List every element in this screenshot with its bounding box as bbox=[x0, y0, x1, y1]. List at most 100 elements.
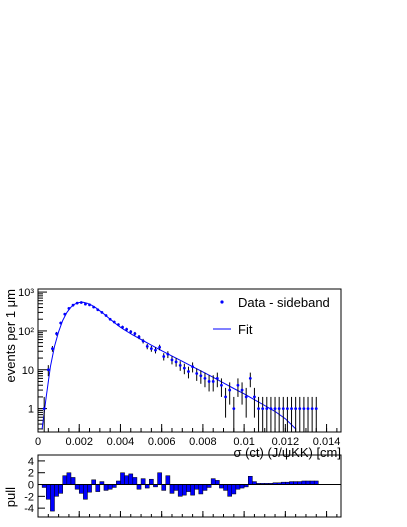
data-point bbox=[71, 303, 75, 307]
pull-bar bbox=[54, 484, 59, 497]
data-point bbox=[220, 383, 223, 387]
data-point bbox=[310, 407, 314, 411]
data-point bbox=[116, 323, 120, 327]
pull-bar bbox=[223, 484, 228, 491]
data-point bbox=[112, 320, 116, 324]
pull-bar bbox=[215, 480, 220, 485]
x-tick-label: 0.01 bbox=[233, 436, 254, 448]
pull-bar bbox=[177, 484, 183, 497]
pull-bar bbox=[149, 478, 154, 485]
pull-bar bbox=[182, 484, 187, 496]
pull-bar bbox=[132, 477, 138, 485]
data-point bbox=[290, 407, 293, 411]
y-axis-title: events per 1 μm bbox=[3, 289, 18, 382]
data-point bbox=[84, 302, 87, 306]
pull-y-tick-label: 2 bbox=[28, 468, 34, 480]
data-point bbox=[46, 368, 50, 372]
data-point bbox=[79, 301, 83, 304]
pull-bar bbox=[87, 484, 92, 493]
data-point bbox=[294, 407, 298, 411]
data-point bbox=[228, 388, 232, 392]
legend-label-data: Data - sideband bbox=[238, 295, 330, 310]
data-point bbox=[108, 317, 112, 321]
pull-bar bbox=[210, 478, 216, 485]
data-point bbox=[133, 332, 137, 336]
data-point bbox=[145, 344, 149, 348]
pull-bar bbox=[95, 484, 101, 492]
data-point bbox=[302, 407, 306, 411]
x-tick-label: 0 bbox=[35, 436, 41, 448]
legend-label-fit: Fit bbox=[238, 322, 253, 337]
pull-bar bbox=[161, 484, 167, 491]
data-point bbox=[121, 325, 124, 329]
x-tick-label: 0.004 bbox=[107, 436, 135, 448]
x-axis-title: σ (ct) (J/ψKK) [cm] bbox=[233, 445, 341, 460]
pull-y-tick-label: -4 bbox=[24, 503, 34, 515]
pull-bar bbox=[58, 484, 63, 494]
data-point bbox=[162, 355, 166, 358]
data-point bbox=[240, 388, 244, 392]
y-tick-label: 10 bbox=[22, 365, 34, 377]
pull-bar bbox=[239, 484, 245, 489]
data-point bbox=[314, 407, 318, 411]
data-point bbox=[170, 358, 174, 362]
data-point bbox=[203, 376, 207, 380]
pull-bar bbox=[50, 484, 55, 512]
pull-bar bbox=[66, 472, 72, 485]
pull-y-tick-label: 0 bbox=[28, 480, 34, 492]
data-point bbox=[199, 374, 203, 378]
pull-bar bbox=[202, 484, 208, 491]
data-point bbox=[63, 312, 67, 316]
pull-bar bbox=[83, 484, 88, 500]
pull-bar bbox=[301, 480, 307, 485]
y-tick-label: 10² bbox=[18, 326, 34, 338]
data-point bbox=[149, 347, 153, 351]
data-point bbox=[141, 339, 145, 343]
data-point bbox=[178, 363, 182, 367]
pull-y-tick-label: -2 bbox=[24, 491, 34, 503]
pull-bar bbox=[136, 484, 142, 490]
data-point bbox=[51, 347, 54, 351]
y-tick-label: 10³ bbox=[18, 287, 34, 299]
data-point bbox=[269, 407, 273, 411]
x-tick-label: 0.002 bbox=[65, 436, 93, 448]
main-plot: 0 0.002 0.004 0.006 0.008 0.01 0.012 0.014 1 10 10… bbox=[3, 287, 342, 460]
data-point bbox=[158, 345, 162, 349]
pull-bar bbox=[116, 480, 121, 485]
data-point bbox=[261, 407, 265, 411]
data-point bbox=[67, 306, 71, 310]
pull-bar bbox=[70, 477, 76, 485]
x-tick-label: 0.014 bbox=[313, 436, 341, 448]
data-point bbox=[195, 372, 199, 375]
data-point bbox=[257, 407, 260, 411]
pull-bar bbox=[120, 472, 125, 485]
pull-y-tick-label: 4 bbox=[28, 456, 34, 468]
data-point bbox=[232, 407, 236, 411]
pull-bar bbox=[190, 484, 195, 496]
pull-bar bbox=[194, 484, 200, 490]
data-point bbox=[265, 407, 269, 411]
data-point bbox=[137, 335, 141, 339]
pull-bar bbox=[305, 480, 311, 485]
pull-bar bbox=[247, 476, 253, 485]
pull-bar bbox=[62, 475, 68, 485]
data-point bbox=[207, 380, 211, 383]
data-point bbox=[92, 305, 96, 309]
pull-bar bbox=[227, 484, 233, 497]
data-point bbox=[244, 395, 248, 399]
data-point bbox=[100, 310, 104, 314]
data-point bbox=[191, 365, 194, 369]
data-point bbox=[211, 380, 215, 383]
data-point bbox=[129, 330, 133, 334]
pull-bar bbox=[309, 480, 315, 485]
pull-bar bbox=[235, 484, 241, 490]
pull-bar bbox=[165, 475, 171, 485]
pull-bar bbox=[219, 484, 224, 489]
pull-bar bbox=[313, 480, 319, 485]
data-point bbox=[125, 327, 129, 331]
x-tick-label: 0.012 bbox=[272, 436, 300, 448]
data-point bbox=[224, 395, 227, 399]
main-frame bbox=[37, 288, 342, 433]
data-point bbox=[215, 376, 219, 380]
